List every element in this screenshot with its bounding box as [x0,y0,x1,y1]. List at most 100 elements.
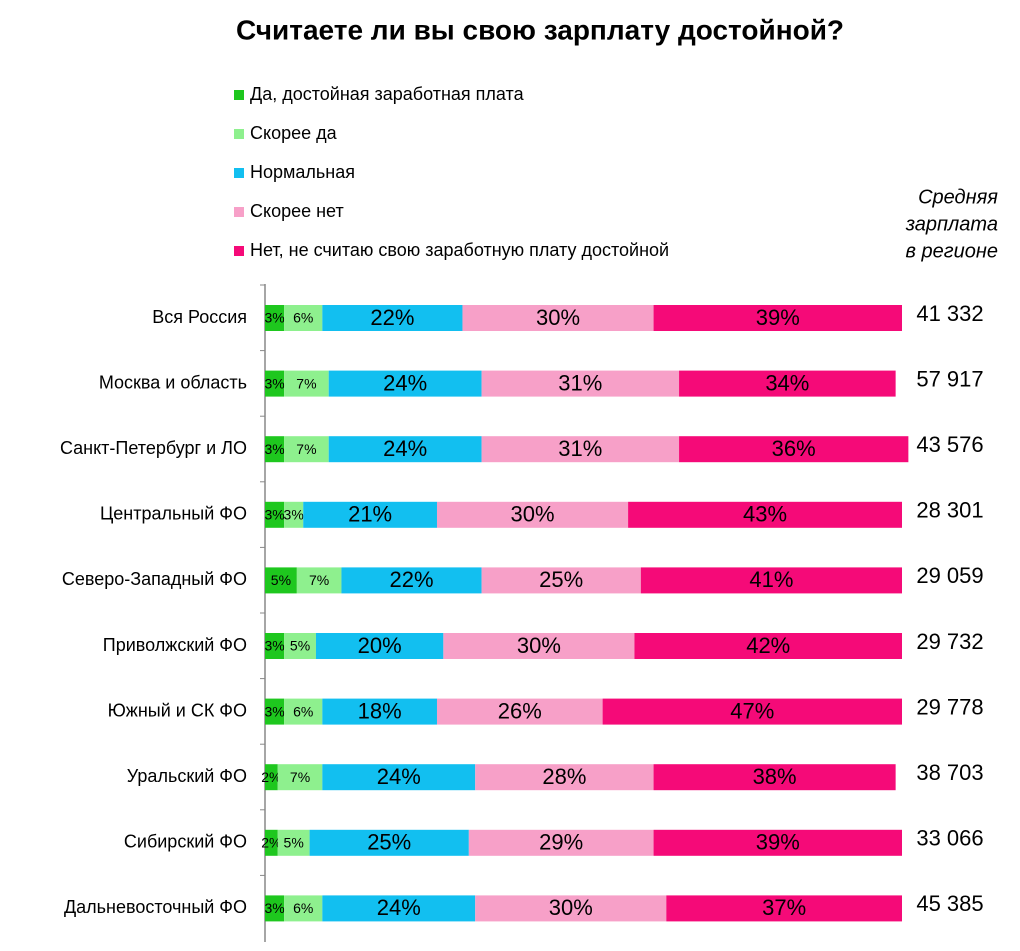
bar-segment [284,501,304,528]
value-label: 6% [293,703,313,719]
value-label: 30% [511,502,555,527]
value-label: 5% [290,638,310,654]
chart-title: Считаете ли вы свою зарплату достойной? [236,14,844,45]
value-label: 3% [264,441,284,457]
value-label: 7% [296,375,316,391]
legend-label: Да, достойная заработная плата [250,84,525,104]
value-label: 6% [293,900,313,916]
salary-value: 38 703 [916,760,983,785]
bar-segment [284,370,329,397]
value-label: 5% [271,572,291,588]
value-label: 29% [539,830,583,855]
value-label: 3% [284,507,304,523]
category-label: Дальневосточный ФО [64,897,247,917]
bar-segment [322,895,476,922]
bar-segment [481,370,680,397]
value-label: 41% [749,567,793,592]
category-label: Вся Россия [152,307,247,327]
bar-segment [265,501,285,528]
bar-segment [653,829,902,856]
bar-segment [277,829,310,856]
value-label: 22% [370,305,414,330]
bar-segment [628,501,902,528]
value-label: 20% [358,633,402,658]
bar-segment [462,305,654,331]
salary-value: 57 917 [916,366,983,391]
bar-segment [475,895,667,922]
value-label: 38% [753,764,797,789]
value-label: 26% [498,698,542,723]
legend-swatch [234,207,244,217]
bar-segment [296,567,342,594]
value-label: 2% [261,769,281,785]
bar-segment [284,698,323,725]
value-label: 5% [284,835,304,851]
category-label: Приволжский ФО [103,635,247,655]
legend-label: Нормальная [250,162,355,182]
salary-value: 43 576 [916,432,983,457]
legend-label: Скорее да [250,123,338,143]
bar-segment [265,698,285,725]
bar-segment [468,829,654,856]
value-label: 25% [367,830,411,855]
value-label: 3% [264,703,284,719]
value-label: 24% [377,764,421,789]
category-label: Южный и СК ФО [108,700,247,720]
bar-segment [341,567,482,594]
value-label: 39% [756,830,800,855]
value-label: 30% [549,895,593,920]
bar-segment [475,764,654,791]
legend-label: Нет, не считаю свою заработную плату дос… [250,240,669,260]
value-label: 7% [290,769,310,785]
salary-value: 29 778 [916,694,983,719]
bar-segment [653,764,896,791]
legend-swatch [234,168,244,178]
bar-segment [265,764,278,791]
salary-value: 29 732 [916,629,983,654]
value-label: 7% [296,441,316,457]
category-label: Санкт-Петербург и ЛО [60,438,247,458]
salary-header: в регионе [906,240,998,262]
bar-segment [328,436,482,463]
value-label: 28% [542,764,586,789]
category-label: Северо-Западный ФО [62,569,247,589]
bar-segment [284,895,323,922]
bar-segment [666,895,902,922]
bar-segment [265,895,285,922]
bar-segment [265,829,278,856]
value-label: 21% [348,502,392,527]
value-label: 24% [377,895,421,920]
bar-segment [602,698,902,725]
value-label: 34% [765,370,809,395]
category-label: Уральский ФО [127,766,247,786]
bar-segment [443,633,635,659]
value-label: 31% [558,370,602,395]
value-label: 47% [730,698,774,723]
value-label: 43% [743,502,787,527]
value-label: 42% [746,633,790,658]
bar-segment [653,305,902,331]
value-label: 37% [762,895,806,920]
bar-segment [284,633,316,659]
value-label: 6% [293,310,313,326]
value-label: 22% [389,567,433,592]
value-label: 3% [264,310,284,326]
category-label: Сибирский ФО [124,832,247,852]
value-label: 3% [264,507,284,523]
bar-segment [322,698,437,725]
bar-segment [481,436,680,463]
bar-segment [481,567,641,594]
salary-value: 45 385 [916,891,983,916]
bar-segment [640,567,902,594]
category-label: Москва и область [99,372,247,392]
salary-value: 33 066 [916,826,983,851]
bar-segment [265,370,285,397]
value-label: 36% [772,436,816,461]
bar-segment [679,436,909,463]
value-label: 39% [756,305,800,330]
salary-header: Средняя [918,186,998,208]
bar-segment [284,436,329,463]
value-label: 31% [558,436,602,461]
value-label: 3% [264,375,284,391]
